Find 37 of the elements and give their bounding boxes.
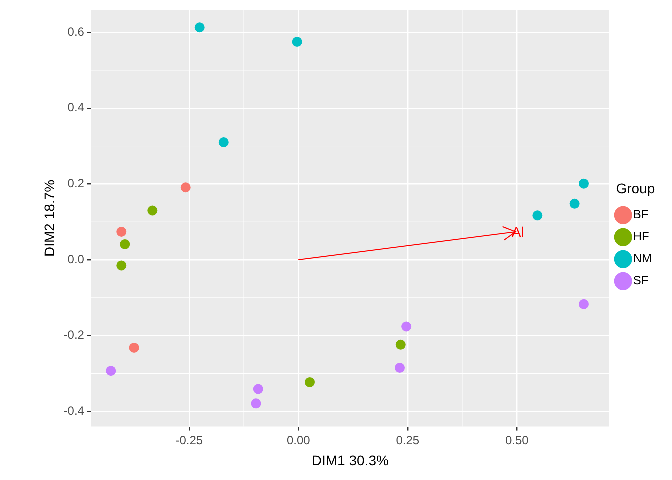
point: [218, 137, 229, 148]
y-tick-label: -0.4: [64, 404, 85, 418]
point: [396, 340, 406, 350]
point: [578, 178, 589, 189]
point: [395, 363, 406, 374]
point: [570, 198, 580, 209]
legend-label: SF: [633, 274, 649, 288]
x-tick-label: 0.50: [505, 433, 530, 448]
point: [180, 182, 191, 193]
point: [194, 22, 205, 33]
point: [116, 226, 127, 237]
point: [116, 260, 127, 271]
point: [251, 398, 262, 409]
point: [304, 377, 315, 388]
y-tick-label: 0.2: [68, 176, 85, 191]
point: [292, 37, 302, 48]
legend-label: HF: [633, 230, 650, 244]
legend-label: BF: [633, 208, 649, 222]
y-tick-label: 0.0: [68, 252, 85, 266]
y-tick-label: 0.4: [68, 100, 85, 115]
legend-title: Group: [616, 180, 656, 196]
point: [106, 366, 116, 376]
x-tick-label: 0.00: [286, 433, 311, 448]
point: [532, 210, 543, 221]
legend-label: NM: [633, 252, 652, 266]
point: [120, 239, 130, 250]
point: [148, 206, 158, 216]
x-tick-label: 0.25: [396, 433, 420, 448]
y-axis-title: DIM2 18.7%: [41, 180, 58, 258]
y-tick-label: -0.2: [64, 328, 85, 342]
point: [253, 384, 264, 394]
point: [129, 342, 140, 353]
y-tick-label: 0.6: [68, 24, 85, 39]
point: [578, 299, 589, 310]
x-tick-label: -0.25: [176, 433, 204, 448]
point: [402, 322, 412, 332]
x-axis-title: DIM1 30.3%: [312, 452, 389, 468]
